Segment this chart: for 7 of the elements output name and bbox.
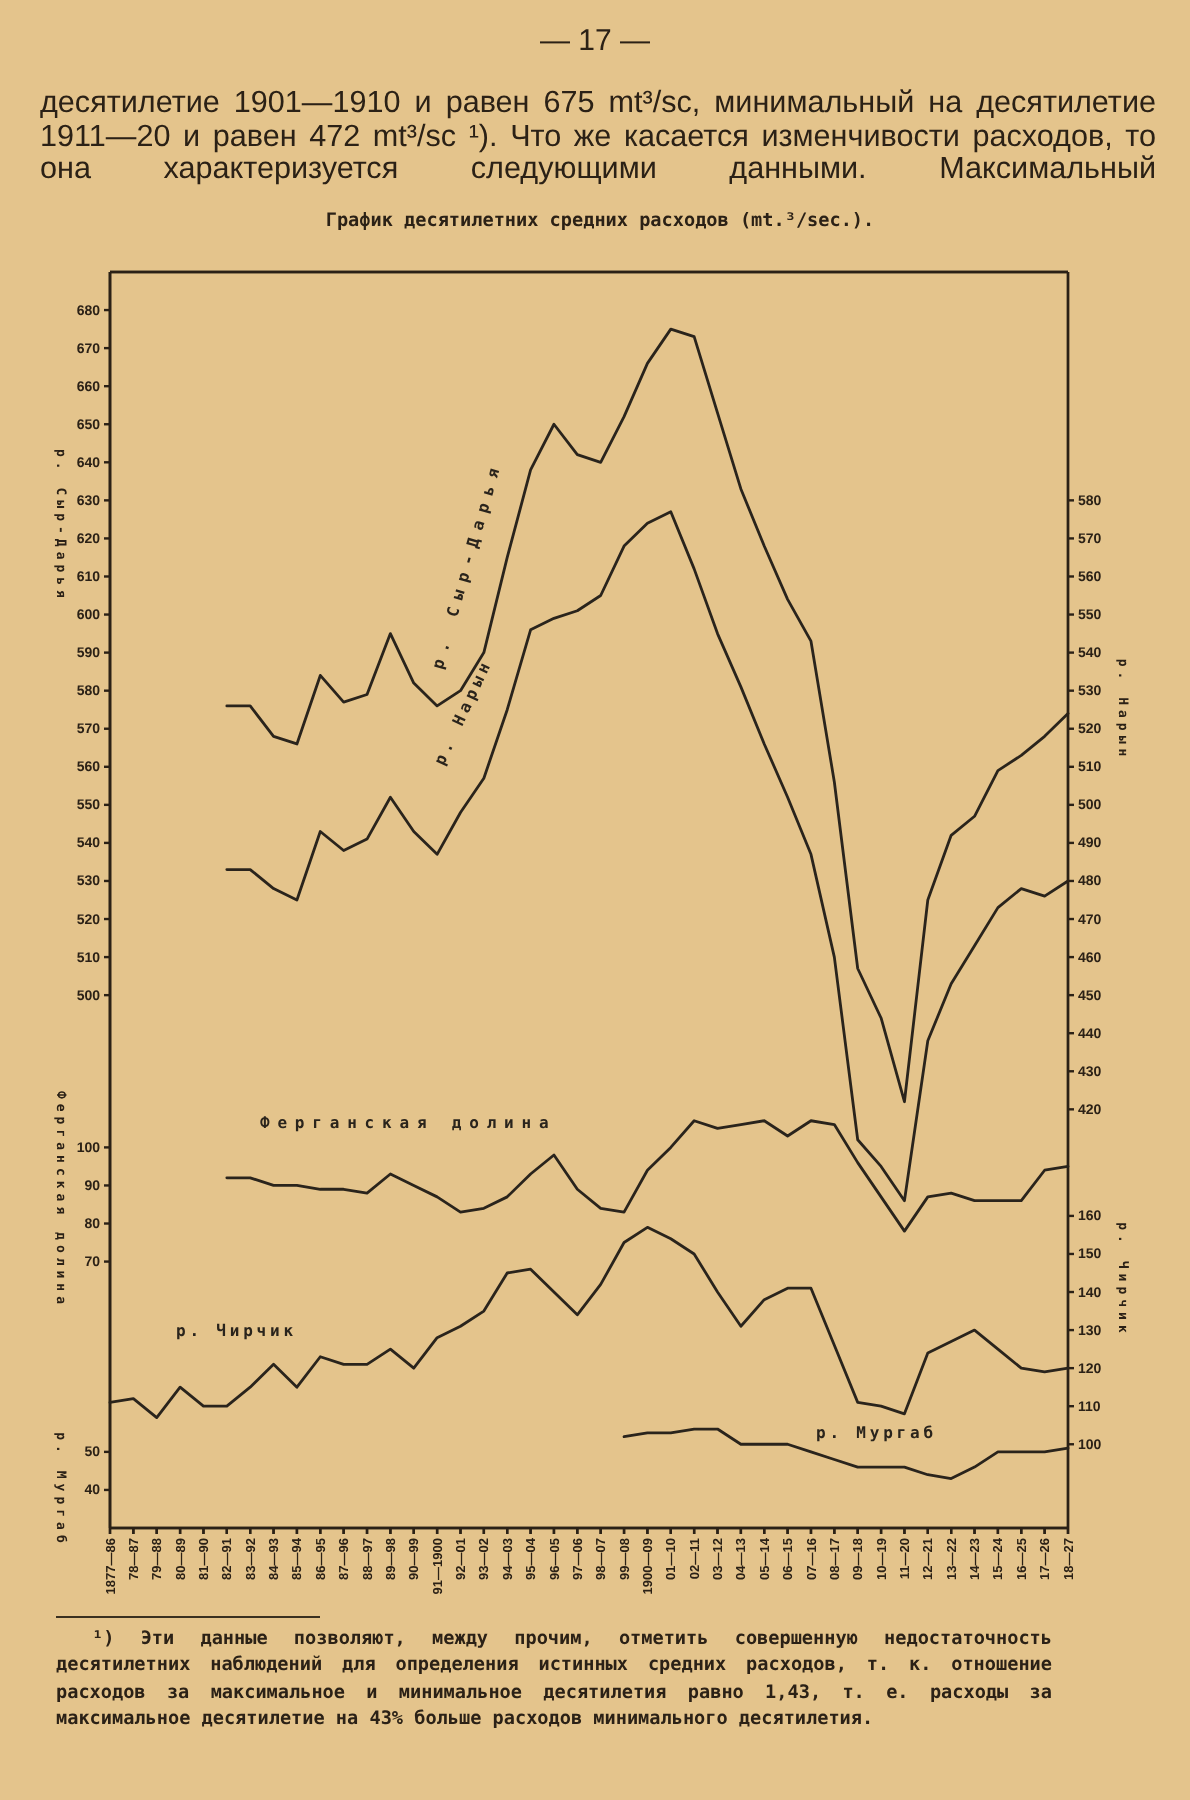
text: ¹) Эти данные позволяют, между прочим, отметить совершенную недостаточность десятилетних наблюдений для определения истинных средних расходов, т. к. отношение расходов за максимальное и минимальное десятилетия равно 1,43, т. е. расходы за максимальное десятилетие на 43% больше расходов минимального десятилетия. [56,1626,1052,1733]
series-label: р. Чирчик [176,1322,297,1340]
chart-title: График десятилетних средних расходов (mt.³/sec.). [325,210,875,232]
series-label: р. Мургаб [816,1424,937,1442]
text: — 17 — [537,24,653,58]
text: десятилетие 1901—1910 и равен 675 mt³/sc, минимальный на десятилетие 1911—20 и равен 472 mt³/sc ¹). Что же касается изменчивости расходов, то она характеризуется следующими данными. Максимальный [40,86,1156,188]
series-label: Ферганская долина [260,1114,557,1132]
